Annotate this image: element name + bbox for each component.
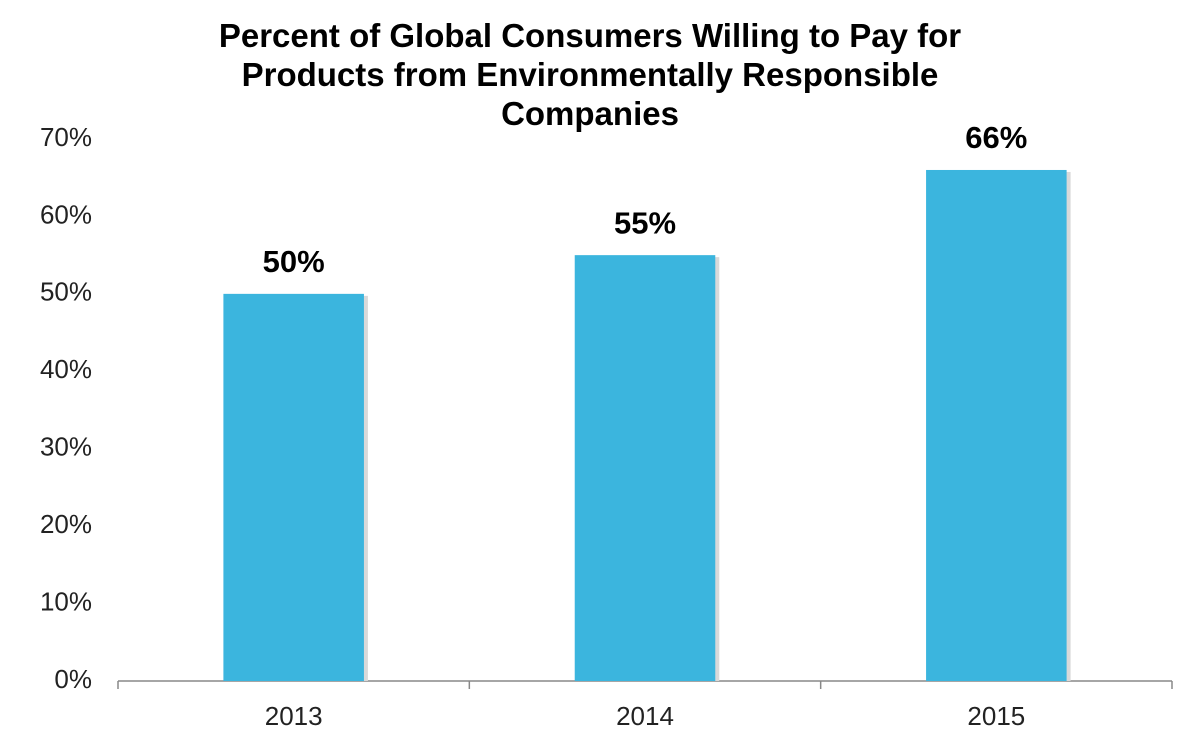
x-tick-label: 2015: [967, 701, 1025, 730]
y-tick-label: 0%: [54, 664, 92, 694]
x-tick-label: 2013: [265, 701, 323, 730]
chart-title: Percent of Global Consumers Willing to P…: [218, 17, 962, 132]
y-tick-label: 30%: [40, 432, 92, 462]
y-tick-label: 20%: [40, 509, 92, 539]
value-label: 50%: [263, 244, 325, 279]
y-tick-label: 10%: [40, 586, 92, 616]
y-tick-label: 40%: [40, 354, 92, 384]
value-label: 55%: [614, 205, 676, 240]
y-tick-label: 60%: [40, 199, 92, 229]
x-tick-label: 2014: [616, 701, 674, 730]
y-tick-label: 70%: [40, 122, 92, 152]
value-label: 66%: [965, 120, 1027, 155]
bar: [223, 293, 364, 681]
y-tick-label: 50%: [40, 277, 92, 307]
bar: [574, 255, 716, 681]
bar: [926, 169, 1067, 681]
